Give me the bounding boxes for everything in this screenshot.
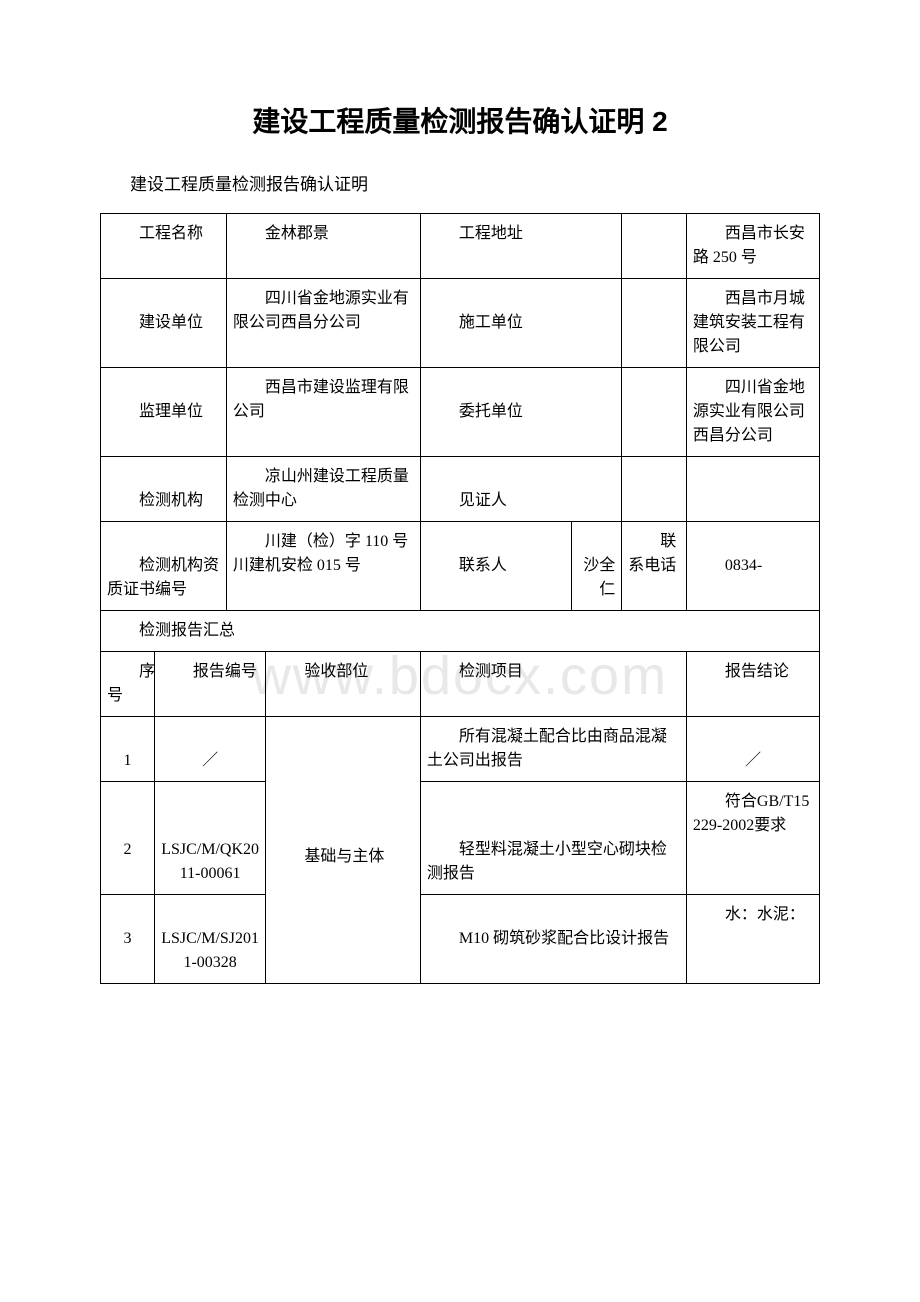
summary-header: 检测报告汇总	[101, 611, 820, 652]
cell-report-no: LSJC/M/SJ2011-00328	[154, 895, 265, 984]
label-builder: 建设单位	[101, 279, 227, 368]
value-contact: 沙全仁	[571, 522, 621, 611]
label-entrust: 委托单位	[420, 368, 621, 457]
cell-conclusion: 水：水泥：	[686, 895, 819, 984]
row-columns: 序号 报告编号 验收部位 检测项目 报告结论	[101, 652, 820, 717]
label-constructor: 施工单位	[420, 279, 621, 368]
label-contact: 联系人	[420, 522, 571, 611]
spacer	[622, 279, 687, 368]
col-test-item: 检测项目	[420, 652, 686, 717]
value-supervisor: 西昌市建设监理有限公司	[226, 368, 420, 457]
spacer	[622, 457, 687, 522]
value-project-name: 金林郡景	[226, 214, 420, 279]
label-testorg: 检测机构	[101, 457, 227, 522]
cell-conclusion: ／	[686, 717, 819, 782]
label-project-name: 工程名称	[101, 214, 227, 279]
row-cert: 检测机构资质证书编号 川建（检）字 110 号川建机安检 015 号 联系人 沙…	[101, 522, 820, 611]
table-row: 2 LSJC/M/QK2011-00061 轻型料混凝土小型空心砌块检测报告 符…	[101, 782, 820, 895]
value-constructor: 西昌市月城建筑安装工程有限公司	[686, 279, 819, 368]
page-subtitle: 建设工程质量检测报告确认证明	[130, 170, 820, 195]
cell-report-no: ／	[154, 717, 265, 782]
value-testorg: 凉山州建设工程质量检测中心	[226, 457, 420, 522]
cell-test-item: 所有混凝土配合比由商品混凝土公司出报告	[420, 717, 686, 782]
page-title: 建设工程质量检测报告确认证明 2	[100, 100, 820, 140]
cell-seq: 1	[101, 717, 155, 782]
spacer	[622, 214, 687, 279]
table-row: 3 LSJC/M/SJ2011-00328 M10 砌筑砂浆配合比设计报告 水：…	[101, 895, 820, 984]
row-summary-header: 检测报告汇总	[101, 611, 820, 652]
cell-seq: 3	[101, 895, 155, 984]
row-project: 工程名称 金林郡景 工程地址 西昌市长安路 250 号	[101, 214, 820, 279]
cell-accept-part: 基础与主体	[266, 717, 421, 984]
col-seq: 序号	[101, 652, 155, 717]
cell-conclusion: 符合GB/T15229-2002要求	[686, 782, 819, 895]
row-builder: 建设单位 四川省金地源实业有限公司西昌分公司 施工单位 西昌市月城建筑安装工程有…	[101, 279, 820, 368]
value-witness	[686, 457, 819, 522]
cell-seq: 2	[101, 782, 155, 895]
value-builder: 四川省金地源实业有限公司西昌分公司	[226, 279, 420, 368]
label-cert: 检测机构资质证书编号	[101, 522, 227, 611]
cell-test-item: 轻型料混凝土小型空心砌块检测报告	[420, 782, 686, 895]
cell-test-item: M10 砌筑砂浆配合比设计报告	[420, 895, 686, 984]
spacer	[622, 368, 687, 457]
row-testorg: 检测机构 凉山州建设工程质量检测中心 见证人	[101, 457, 820, 522]
label-witness: 见证人	[420, 457, 621, 522]
row-supervisor: 监理单位 西昌市建设监理有限公司 委托单位 四川省金地源实业有限公司西昌分公司	[101, 368, 820, 457]
document-content: 建设工程质量检测报告确认证明 2 建设工程质量检测报告确认证明 工程名称 金林郡…	[100, 100, 820, 984]
label-project-addr: 工程地址	[420, 214, 621, 279]
value-cert: 川建（检）字 110 号川建机安检 015 号	[226, 522, 420, 611]
info-table: 工程名称 金林郡景 工程地址 西昌市长安路 250 号 建设单位 四川省金地源实…	[100, 213, 820, 984]
value-project-addr: 西昌市长安路 250 号	[686, 214, 819, 279]
cell-report-no: LSJC/M/QK2011-00061	[154, 782, 265, 895]
table-row: 1 ／ 基础与主体 所有混凝土配合比由商品混凝土公司出报告 ／	[101, 717, 820, 782]
col-report-no: 报告编号	[154, 652, 265, 717]
col-accept-part: 验收部位	[266, 652, 421, 717]
value-entrust: 四川省金地源实业有限公司西昌分公司	[686, 368, 819, 457]
col-conclusion: 报告结论	[686, 652, 819, 717]
label-supervisor: 监理单位	[101, 368, 227, 457]
value-phone: 0834-	[686, 522, 819, 611]
label-phone: 联系电话	[622, 522, 687, 611]
